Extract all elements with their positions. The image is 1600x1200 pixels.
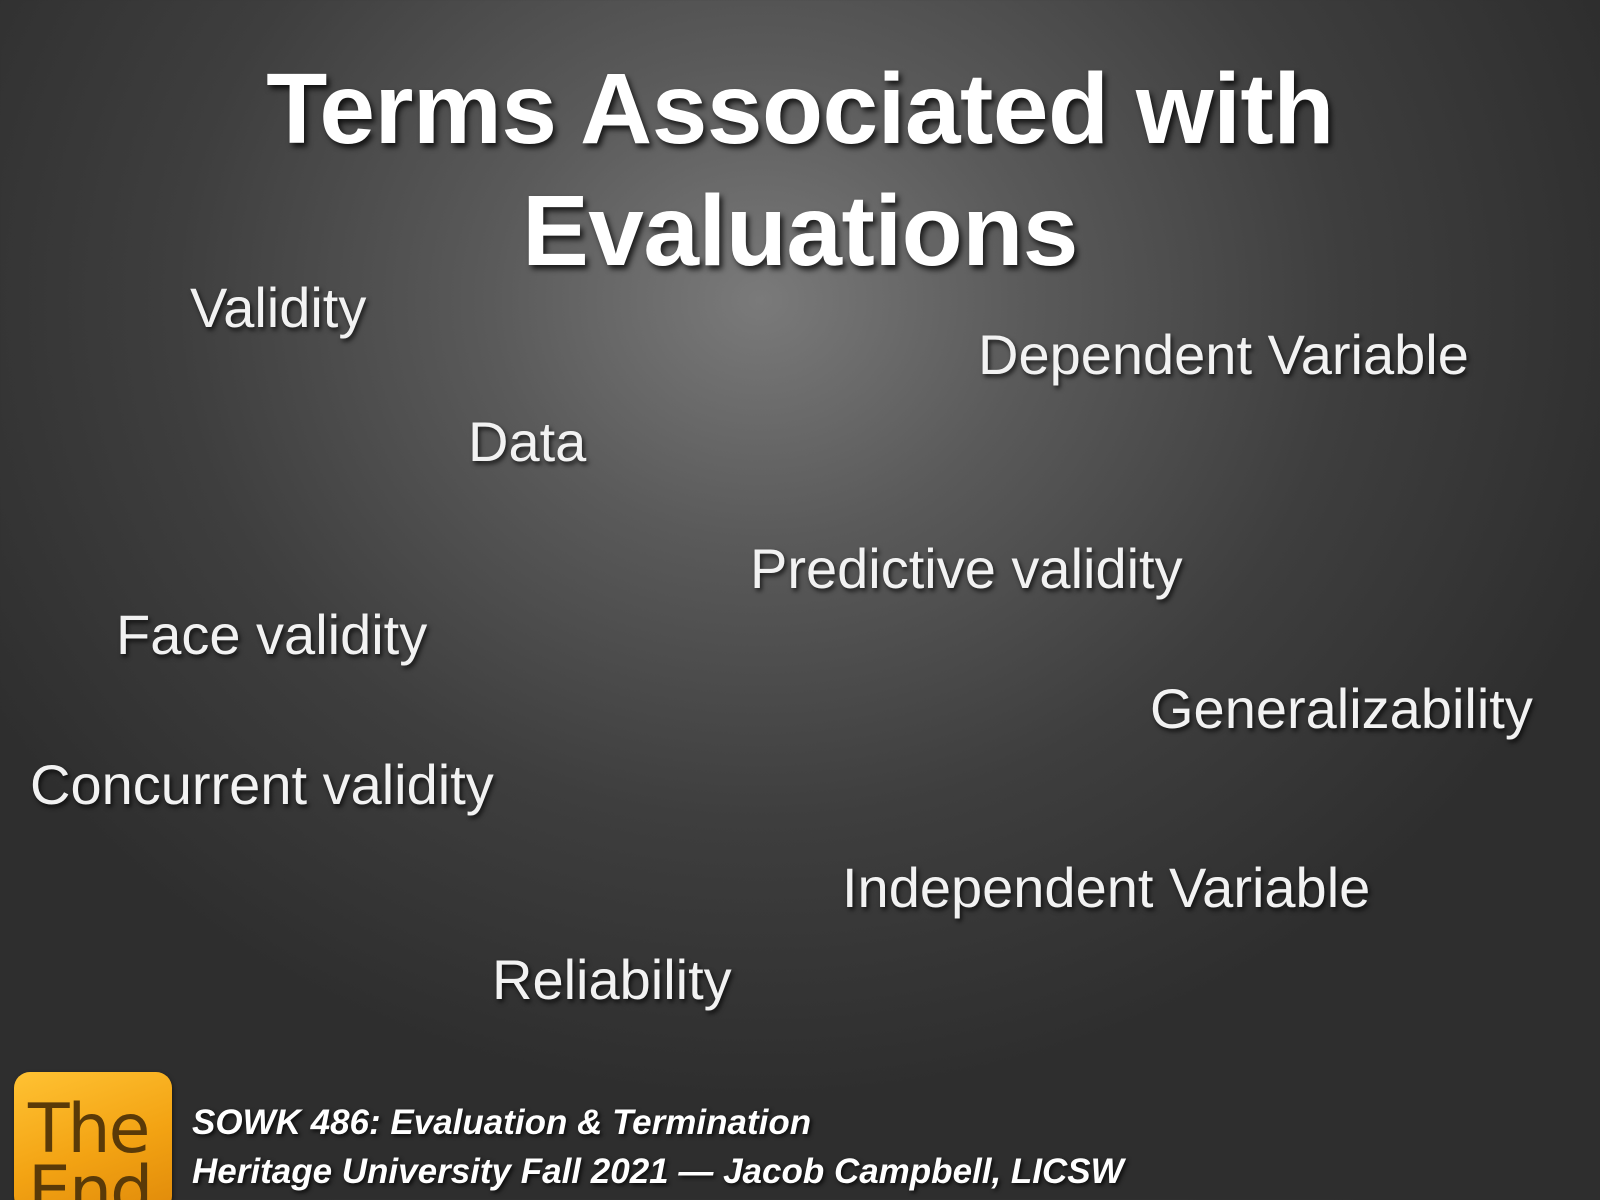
term-predictive-validity: Predictive validity <box>750 537 1183 600</box>
footer-course: SOWK 486: Evaluation & Termination <box>192 1103 812 1142</box>
slide-title: Terms Associated with Evaluations <box>0 48 1600 292</box>
slide-title-line-2: Evaluations <box>522 175 1078 287</box>
logo-line-2: End <box>28 1152 153 1200</box>
term-face-validity: Face validity <box>116 603 428 666</box>
slide-title-line-1: Terms Associated with <box>266 53 1334 165</box>
term-concurrent-validity: Concurrent validity <box>30 753 494 816</box>
footer-credit: Heritage University Fall 2021 — Jacob Ca… <box>192 1152 1124 1191</box>
term-validity: Validity <box>190 276 367 339</box>
the-end-logo: The End <box>14 1072 172 1200</box>
term-data: Data <box>468 410 587 473</box>
logo-line-1: The <box>28 1090 150 1169</box>
term-dependent-variable: Dependent Variable <box>978 323 1469 386</box>
term-reliability: Reliability <box>492 948 732 1011</box>
term-generalizability: Generalizability <box>1150 677 1533 740</box>
term-independent-variable: Independent Variable <box>842 856 1371 919</box>
